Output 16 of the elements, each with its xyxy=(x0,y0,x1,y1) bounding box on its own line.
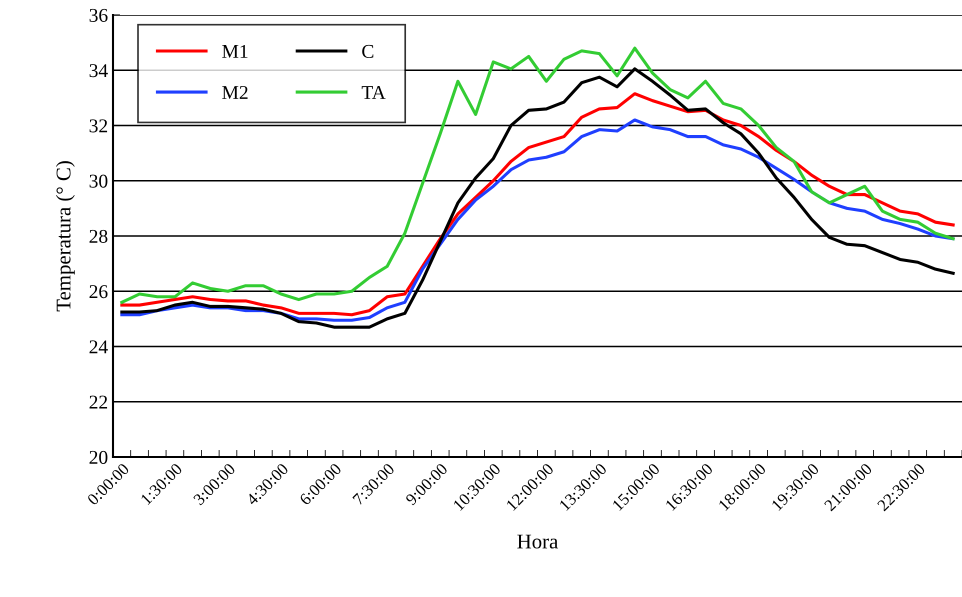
legend-label: M2 xyxy=(222,86,248,99)
y-tick-label: 24 xyxy=(90,340,108,354)
legend-label: M1 xyxy=(222,44,248,58)
y-tick-label: 28 xyxy=(90,230,108,243)
y-tick-label: 34 xyxy=(90,64,108,78)
legend-label: TA xyxy=(362,86,386,99)
y-tick-label: 36 xyxy=(90,8,108,22)
x-axis-title: Hora xyxy=(517,534,558,549)
y-axis-title: Temperatura (° C) xyxy=(56,161,75,312)
legend-label: C xyxy=(362,44,374,58)
line-series xyxy=(120,46,955,304)
y-tick-label: 20 xyxy=(90,450,108,464)
y-tick-label: 22 xyxy=(90,396,108,408)
y-tick-label: 26 xyxy=(90,285,108,298)
y-tick-label: 32 xyxy=(90,119,108,132)
y-tick-label: 30 xyxy=(90,174,108,188)
